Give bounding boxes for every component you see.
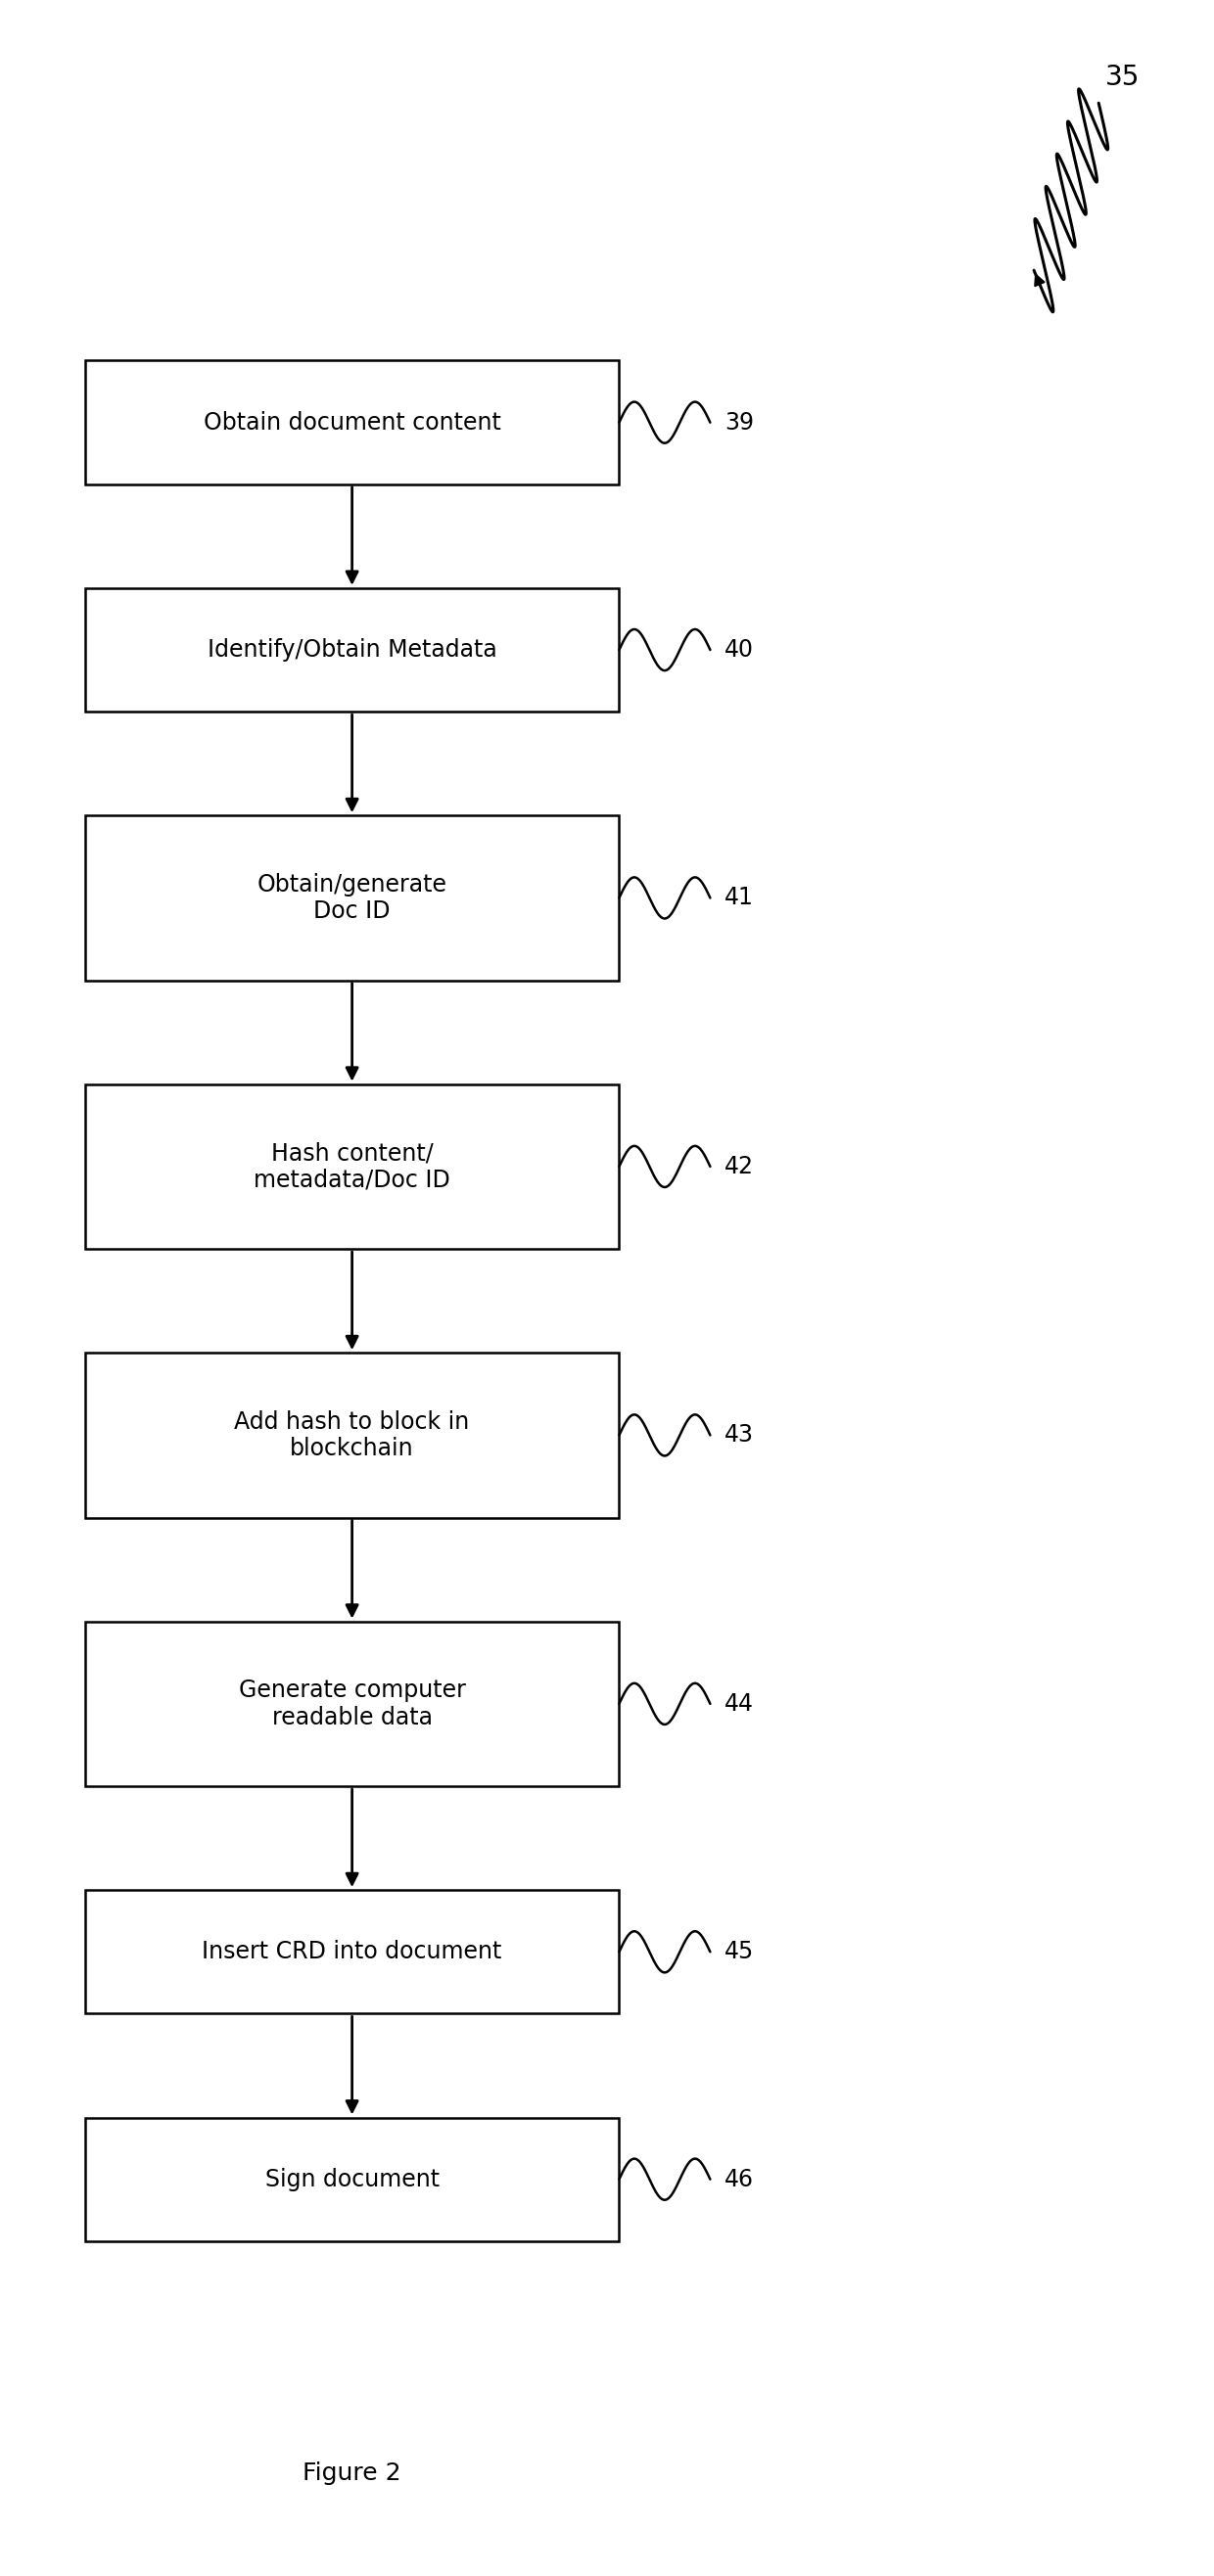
Text: Sign document: Sign document: [265, 2166, 439, 2192]
Bar: [85, 2117, 619, 2241]
Text: Obtain document content: Obtain document content: [203, 410, 501, 435]
Text: Add hash to block in
blockchain: Add hash to block in blockchain: [234, 1409, 470, 1461]
Bar: [85, 1620, 619, 1785]
Text: Identify/Obtain Metadata: Identify/Obtain Metadata: [208, 639, 497, 662]
Bar: [85, 1084, 619, 1249]
Text: Insert CRD into document: Insert CRD into document: [202, 1940, 503, 1963]
Bar: [85, 361, 619, 484]
Text: 35: 35: [1106, 64, 1140, 90]
Text: 46: 46: [725, 2166, 754, 2192]
Bar: [85, 1352, 619, 1517]
Bar: [85, 587, 619, 711]
Text: Figure 2: Figure 2: [302, 2460, 402, 2486]
Text: Generate computer
readable data: Generate computer readable data: [239, 1680, 465, 1728]
Text: 42: 42: [725, 1154, 754, 1177]
Text: 39: 39: [725, 410, 754, 435]
Text: Hash content/
metadata/Doc ID: Hash content/ metadata/Doc ID: [254, 1141, 450, 1193]
Text: 43: 43: [725, 1425, 754, 1448]
Text: 40: 40: [725, 639, 754, 662]
Text: 45: 45: [725, 1940, 754, 1963]
Text: Obtain/generate
Doc ID: Obtain/generate Doc ID: [257, 873, 447, 922]
Bar: [85, 1891, 619, 2014]
Bar: [85, 817, 619, 981]
Text: 41: 41: [725, 886, 754, 909]
Text: 44: 44: [725, 1692, 754, 1716]
